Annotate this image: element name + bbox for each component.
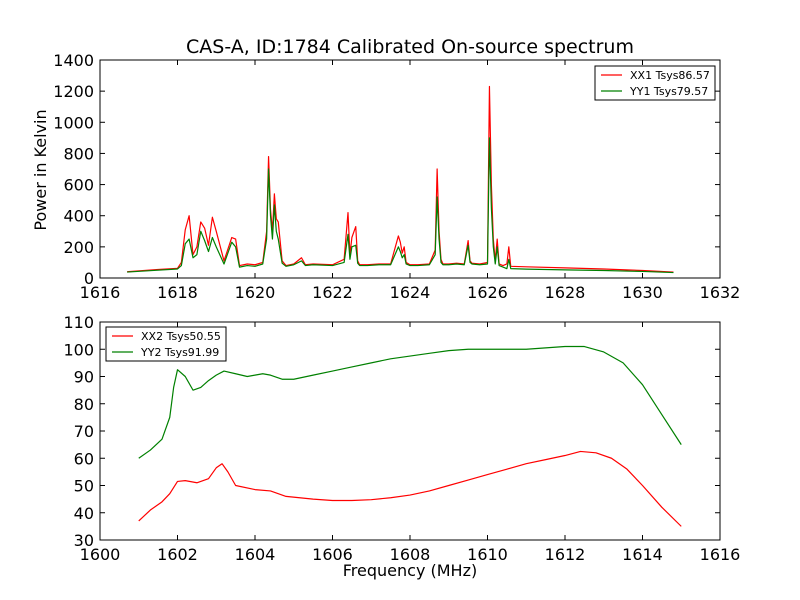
top-y-tick-label: 200 <box>63 238 94 257</box>
bottom-legend: XX2 Tsys50.55 YY2 Tsys91.99 <box>105 326 227 362</box>
bottom-y-tick-label: 70 <box>74 422 94 441</box>
bottom-y-tick-label: 90 <box>74 368 94 387</box>
top-y-tick-label: 1000 <box>53 113 94 132</box>
bottom-y-tick-label: 40 <box>74 504 94 523</box>
top-y-tick-label: 1400 <box>53 51 94 70</box>
top-y-tick-label: 400 <box>63 207 94 226</box>
top-x-tick-label: 1624 <box>390 283 431 302</box>
top-legend-label-1: XX1 Tsys86.57 <box>630 69 710 82</box>
top-x-tick-label: 1616 <box>80 283 121 302</box>
top-y-tick-label: 600 <box>63 176 94 195</box>
top-spectrum-panel: 1616 1618 1620 1622 1624 1626 1628 1630 1632 0 200… <box>53 51 740 302</box>
top-x-tick-label: 1622 <box>312 283 353 302</box>
top-series-line-1 <box>127 85 674 273</box>
top-x-tick-label: 1628 <box>545 283 586 302</box>
bottom-legend-label-1: XX2 Tsys50.55 <box>141 330 221 343</box>
bottom-series-line-1 <box>138 450 682 527</box>
bottom-y-tick-label: 50 <box>74 477 94 496</box>
top-x-tick-label: 1618 <box>157 283 198 302</box>
bottom-x-tick-label: 1604 <box>235 545 276 564</box>
bottom-y-tick-label: 30 <box>74 531 94 550</box>
top-y-tick-label: 1200 <box>53 82 94 101</box>
bottom-y-tick-label: 100 <box>63 340 94 359</box>
bottom-x-tick-label: 1600 <box>80 545 121 564</box>
top-y-tick-label: 0 <box>84 269 94 288</box>
bottom-legend-label-2: YY2 Tsys91.99 <box>140 346 219 359</box>
top-x-tick-label: 1630 <box>622 283 663 302</box>
top-x-tick-label: 1632 <box>700 283 741 302</box>
bottom-legend-box <box>105 326 227 362</box>
top-x-tick-label: 1620 <box>235 283 276 302</box>
top-x-tick-label: 1626 <box>467 283 508 302</box>
top-y-axis-label: Power in Kelvin <box>31 109 50 230</box>
top-legend: XX1 Tsys86.57 YY1 Tsys79.57 <box>594 65 716 101</box>
bottom-x-axis-label: Frequency (MHz) <box>343 561 477 580</box>
bottom-x-tick-label: 1608 <box>390 545 431 564</box>
bottom-spectrum-panel: 1600 1602 1604 1606 1608 1610 1612 1614 1616 30 40… <box>63 313 740 564</box>
top-y-tick-label: 800 <box>63 144 94 163</box>
bottom-x-tick-label: 1610 <box>467 545 508 564</box>
bottom-x-tick-label: 1602 <box>157 545 198 564</box>
top-legend-label-2: YY1 Tsys79.57 <box>629 85 708 98</box>
top-legend-box <box>594 65 716 101</box>
bottom-x-tick-label: 1606 <box>312 545 353 564</box>
bottom-y-tick-label: 80 <box>74 395 94 414</box>
bottom-series-line-2 <box>138 345 682 459</box>
top-series-line-2 <box>127 137 674 274</box>
bottom-y-tick-label: 110 <box>63 313 94 332</box>
bottom-x-tick-label: 1616 <box>700 545 741 564</box>
bottom-x-tick-label: 1612 <box>545 545 586 564</box>
bottom-y-tick-label: 60 <box>74 449 94 468</box>
bottom-x-tick-label: 1614 <box>622 545 663 564</box>
top-chart-title: CAS-A, ID:1784 Calibrated On-source spec… <box>186 36 634 58</box>
